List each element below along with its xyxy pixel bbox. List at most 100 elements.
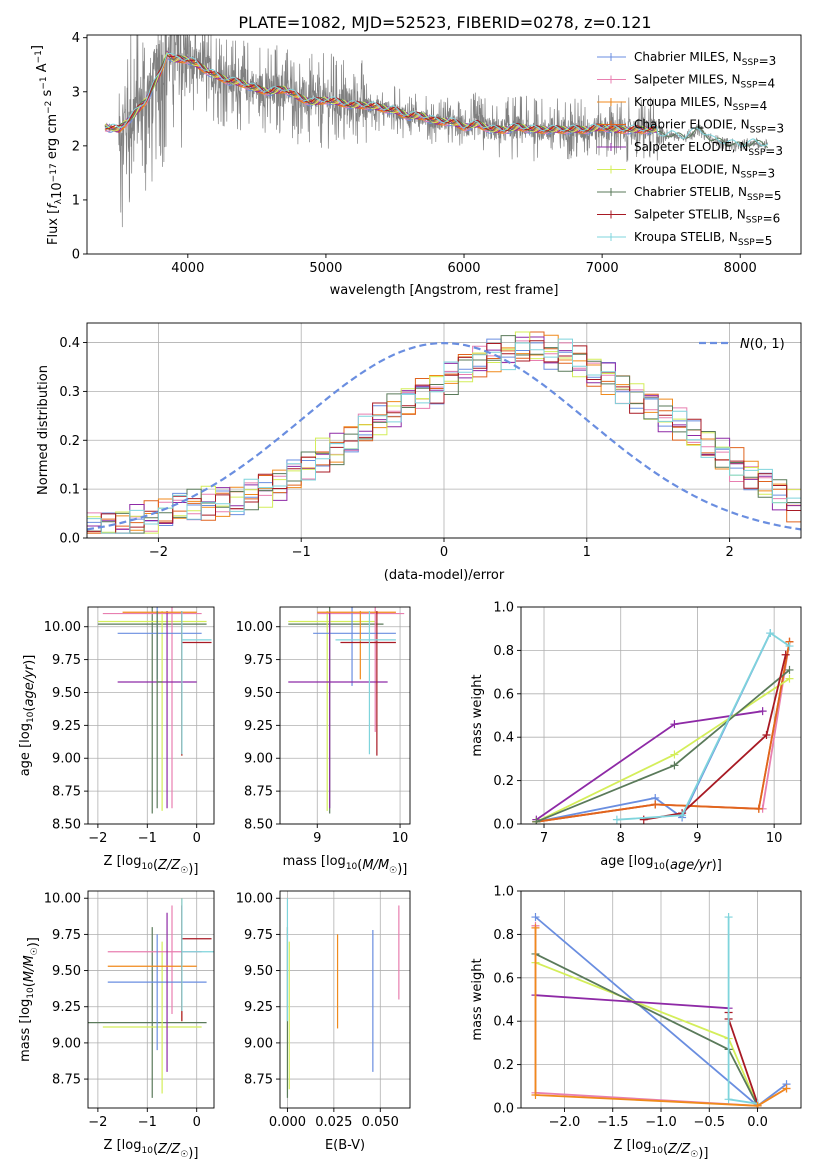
weight-point	[724, 1095, 733, 1104]
label-part: )]	[698, 1146, 708, 1161]
weight-point	[785, 642, 794, 651]
y-tick-label: 8.50	[52, 818, 81, 833]
weight-line	[535, 994, 729, 1010]
age-vs-metallicity-panel: −2 −1 0 8.50 8.75 9.00 9.25 9.50 9.75 10.00 Z [log…	[18, 606, 215, 877]
label-part: Salpeter MILES, N	[634, 73, 741, 87]
label-part: SSP	[748, 148, 765, 158]
label-part: Z [log	[104, 1138, 142, 1153]
weight-point	[670, 750, 679, 759]
axes-border	[520, 606, 802, 825]
label-part: Chabrier MILES, N	[634, 50, 742, 64]
label-part: =6	[763, 212, 781, 226]
x-tick-label: −1	[138, 831, 157, 846]
axes-frame: 4000 5000 6000 7000 8000 0 1 2 3 4 Chabrier MILES,…	[72, 31, 802, 276]
label-part: −1	[34, 50, 44, 63]
label-part: =4	[750, 99, 768, 113]
label-part: SSP	[746, 216, 763, 226]
x-tick-label: 9	[313, 831, 321, 846]
label-part: Kroupa STELIB, N	[634, 230, 738, 244]
weight-point	[678, 811, 687, 820]
label-part: Flux [	[46, 209, 61, 245]
x-tick-label: −2	[88, 831, 107, 846]
x-tick-label: 0.0	[747, 1115, 768, 1130]
weight-point	[531, 923, 540, 932]
y-axis-label: Normed distribution	[36, 365, 51, 495]
y-tick-label: 9.25	[52, 1000, 81, 1015]
weight-point	[781, 650, 790, 659]
x-tick-label: 0.050	[362, 1115, 399, 1130]
y-tick-label: 10.00	[236, 892, 273, 907]
label-part: =5	[764, 189, 782, 203]
label-part: (	[153, 858, 158, 873]
label-part: )]	[712, 858, 722, 873]
label-part: )]	[22, 655, 37, 665]
label-part: (	[665, 858, 670, 873]
y-tick-label: 9.50	[52, 964, 81, 979]
x-axis-label: Z [log10(Z/Z☉)]	[104, 1138, 199, 1161]
normal-curve	[87, 341, 801, 531]
weight-point	[531, 1090, 540, 1099]
weight-point	[670, 761, 679, 770]
label-part: 10	[26, 711, 36, 723]
label-part: SSP	[741, 81, 758, 91]
label-part: age [log	[600, 854, 653, 869]
y-tick-label: 9.75	[244, 653, 273, 668]
label-part: SSP	[738, 238, 755, 248]
y-tick-label: 9.50	[52, 686, 81, 701]
x-axis-label: (data-model)/error	[384, 568, 505, 583]
label-part: Z/Z	[667, 1142, 691, 1157]
weight-point	[782, 1084, 791, 1093]
axes-frame: 9 10 8.50 8.75 9.00 9.25 9.50 9.75 10.00	[236, 606, 411, 846]
spectrum-panel: 4000 5000 6000 7000 8000 0 1 2 3 4 Chabrier MILES,…	[30, 31, 802, 298]
y-tick-label: 4	[72, 31, 80, 46]
label-part: 10	[26, 987, 36, 999]
label-part: age/yr	[670, 858, 713, 873]
y-tick-label: 0.0	[493, 818, 514, 833]
y-axis-label: age [log10(age/yr)]	[18, 655, 37, 777]
label-part: SSP	[742, 58, 759, 68]
weight-vs-metallicity-panel: −2.0 −1.5 −1.0 −0.5 0.0 0.0 0.2 0.4 0.6 0.8 1.0 Z […	[470, 885, 802, 1161]
label-part: Chabrier STELIB, N	[634, 185, 747, 199]
y-tick-label: 0.2	[59, 434, 80, 449]
residuals-panel: −2 −1 0 1 2 0.0 0.1 0.2 0.3 0.4 N(0, 1) (data-model…	[36, 322, 802, 583]
y-tick-label: 9.50	[244, 964, 273, 979]
y-axis-label: mass weight	[470, 958, 485, 1040]
label-part: 10	[653, 862, 665, 872]
y-tick-label: 9.00	[244, 752, 273, 767]
residual-histogram	[87, 338, 801, 534]
y-tick-label: 10.00	[44, 892, 81, 907]
label-part: Kroupa MILES, N	[634, 95, 733, 109]
label-part: Salpeter ELODIE, N	[634, 140, 748, 154]
y-tick-label: 8.50	[244, 818, 273, 833]
y-tick-label: 2	[72, 139, 80, 154]
x-tick-label: 5000	[309, 261, 342, 276]
label-part: SSP	[750, 126, 767, 136]
weight-point	[762, 731, 771, 740]
weight-line	[616, 631, 791, 821]
plot-area	[288, 607, 405, 814]
axes-border	[87, 606, 215, 825]
label-part: =4	[757, 77, 775, 91]
y-tick-label: 10.00	[44, 620, 81, 635]
y-tick-label: 9.75	[244, 928, 273, 943]
label-part: =3	[766, 122, 784, 136]
y-tick-label: 3	[72, 85, 80, 100]
x-tick-label: −2	[149, 545, 168, 560]
label-part: SSP	[733, 103, 750, 113]
y-tick-label: 9.00	[52, 1036, 81, 1051]
weight-line	[535, 961, 759, 1107]
x-tick-label: −1	[292, 545, 311, 560]
x-tick-label: −1.5	[597, 1115, 629, 1130]
weight-point	[785, 674, 794, 683]
x-tick-label: −2.0	[549, 1115, 581, 1130]
weight-line	[535, 677, 790, 823]
plot-area	[286, 898, 400, 1098]
x-axis-label: age [log10(age/yr)]	[600, 854, 722, 873]
x-tick-label: 9	[693, 831, 701, 846]
weight-line	[535, 669, 791, 823]
x-tick-label: 8	[617, 831, 625, 846]
x-axis-label: Z [log10(Z/Z☉)]	[104, 854, 199, 877]
